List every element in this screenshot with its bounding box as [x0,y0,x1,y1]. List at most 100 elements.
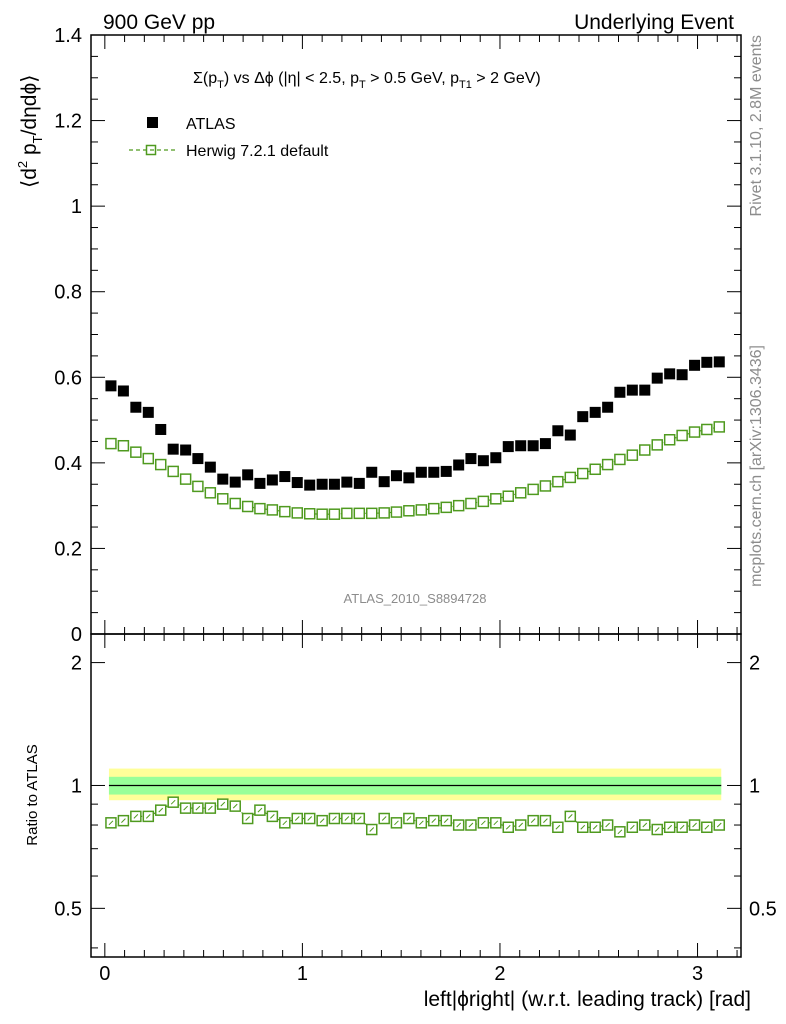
ratio-point-mark [642,822,648,828]
ratio-point-mark [481,820,486,826]
herwig-point [713,421,726,433]
main-ytick-label: 0.2 [54,538,82,560]
main-ytick-label: 1.2 [54,111,82,133]
legend-mc-marker [145,144,157,156]
rivet-label: Rivet 3.1.10, 2.8M events [748,35,765,216]
atlas-point [552,425,564,437]
atlas-point [651,372,663,384]
atlas-point [701,356,713,368]
atlas-point [366,466,378,478]
main-ytick-label: 0.8 [54,282,82,304]
atlas-point [477,455,489,467]
herwig-point [179,473,192,485]
atlas-point [304,479,316,491]
herwig-point [415,504,428,516]
herwig-point [614,453,626,466]
ratio-point-mark [183,805,188,811]
main-ylabel: ⟨d2 pT/dηdϕ⟩ [15,75,45,188]
herwig-point [204,487,217,499]
ratio-point-mark [654,827,660,832]
ratio-point-mark [530,818,536,824]
atlas-point [279,471,291,483]
plot-title: Σ(pT) vs Δϕ (|η| < 2.5, pT > 0.5 GeV, pT… [193,70,541,91]
herwig-point [639,444,651,456]
ratio-plot-frame [90,633,742,958]
herwig-point [390,506,403,518]
herwig-line [110,426,720,515]
herwig-point [279,505,291,518]
herwig-point [291,507,304,519]
main-ytick-label: 1 [71,196,82,218]
header-left: 900 GeV pp [103,11,215,34]
axis-tick-labels: 0 0.2 0.4 0.6 0.8 1 1.2 1.4 0 1 2 3 0.5 0.5 1 1 2 2 [54,25,777,985]
herwig-point [341,507,353,520]
herwig-point [428,502,440,515]
ratio-point-mark [158,807,164,813]
atlas-point [515,440,527,452]
ratio-ytick-label-right: 0.5 [749,898,777,920]
main-ytick-label: 1.4 [54,25,82,47]
herwig-point [229,497,241,510]
legend-data-marker [147,117,158,128]
atlas-point [639,384,651,396]
ratio-point-mark [629,824,635,830]
herwig-point [130,446,142,458]
herwig-point [241,500,254,513]
herwig-point [465,497,477,510]
analysis-watermark: ATLAS_2010_S8894728 [344,591,487,606]
herwig-point [353,507,366,520]
atlas-point [465,453,477,465]
ratio-point-mark [493,820,499,826]
xtick-label: 2 [494,963,505,985]
atlas-point [490,452,502,464]
ratio-ytick-label-right: 1 [749,775,760,797]
atlas-point [192,453,204,465]
herwig-point [589,463,601,476]
herwig-point [651,439,663,451]
ratio-point-mark [195,805,201,811]
atlas-point [428,466,440,478]
atlas-point [180,444,192,456]
ratio-point-mark [704,824,710,830]
ratio-point-mark [443,818,449,824]
herwig-point [105,437,117,450]
herwig-point [663,434,676,446]
herwig-point [440,501,452,514]
herwig-point [688,426,701,438]
ratio-point-mark [679,824,685,830]
atlas-point [142,406,154,418]
ratio-point-mark [567,814,573,819]
ratio-point-mark [543,818,548,824]
ratio-point-mark [505,824,511,830]
legend-mc-label: Herwig 7.2.1 default [186,143,329,160]
herwig-point [477,495,490,508]
ratio-point-mark [592,824,598,830]
ratio-point-mark [207,805,213,811]
atlas-point [378,476,390,488]
ratio-ytick-label-left: 0.5 [54,898,82,920]
ratio-point-mark [145,814,151,819]
herwig-point [452,499,465,512]
atlas-point [440,465,452,477]
ratio-point-mark [580,824,586,830]
herwig-point [514,487,527,499]
atlas-point [266,474,278,486]
atlas-point [676,369,688,381]
herwig-point [502,490,515,502]
herwig-series [105,421,726,520]
herwig-point [378,507,390,519]
atlas-point [217,473,229,485]
ratio-point-mark [418,820,424,826]
herwig-point [142,452,155,465]
main-ytick-label: 0.4 [54,453,82,475]
atlas-point [689,359,701,371]
herwig-point [676,429,688,442]
ratio-point-mark [369,827,375,832]
atlas-point [204,461,216,473]
x-axis-label: left|ϕright| (w.r.t. leading track) [rad… [424,988,751,1011]
atlas-point [316,478,328,490]
ratio-point-mark [605,822,610,828]
herwig-point [552,475,564,488]
herwig-point [303,508,316,520]
